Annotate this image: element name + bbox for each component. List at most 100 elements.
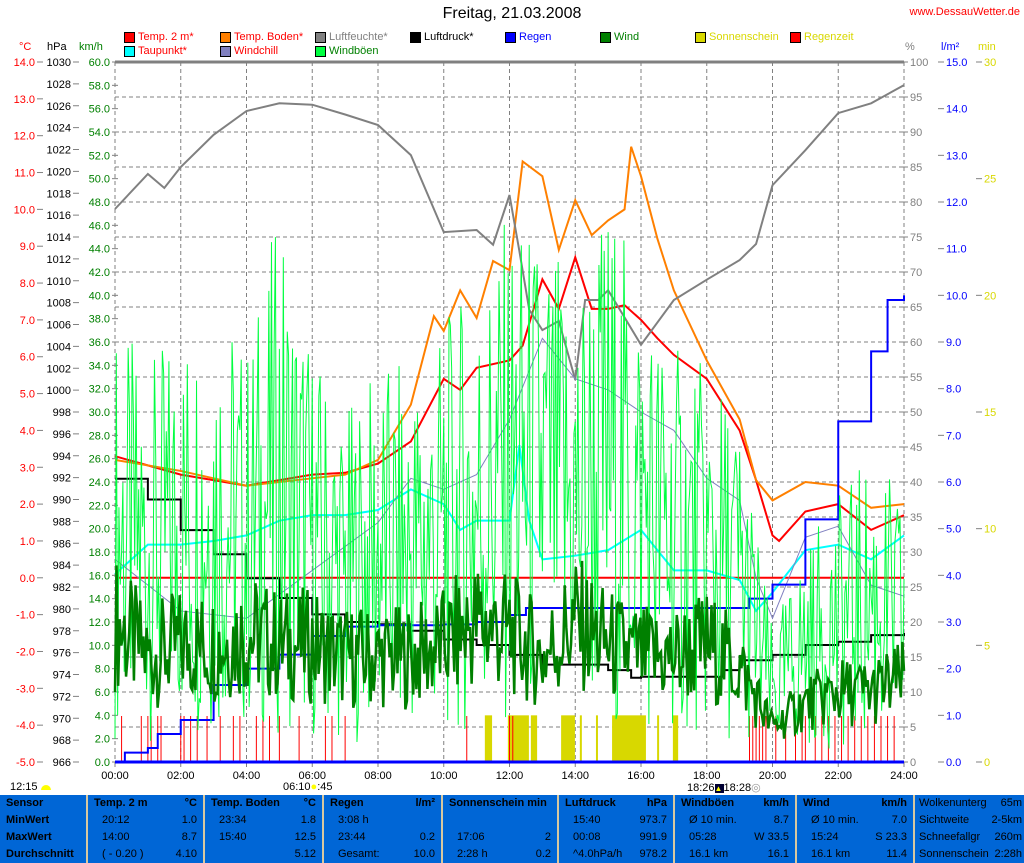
sunset-label: 18:26 — [687, 782, 715, 794]
temp-axis-label: 14.0 — [14, 57, 35, 69]
hum-axis-label: 0 — [910, 757, 916, 769]
temp-axis-label: 9.0 — [20, 241, 35, 253]
legend-item: Taupunkt* — [124, 45, 187, 57]
row-label: MaxWert — [0, 829, 86, 846]
chart-title: Freitag, 21.03.2008 — [442, 5, 582, 22]
legend-label: Temp. 2 m* — [138, 31, 194, 43]
series-line-wind — [113, 560, 906, 739]
column-header: Regen l/m² — [324, 795, 441, 812]
twilight-label: 18:28 — [723, 782, 752, 794]
rain-axis-label: 12.0 — [946, 197, 967, 209]
legend-swatch — [220, 45, 231, 57]
site-link[interactable]: www.DessauWetter.de — [909, 6, 1020, 18]
press-axis-label: 992 — [53, 473, 71, 485]
wind-axis-label: 20.0 — [89, 524, 110, 536]
press-axis-label: 978 — [53, 626, 71, 638]
wind-axis-label: 44.0 — [89, 244, 110, 256]
sun-axis-unit: min — [978, 41, 996, 53]
extra-value: 2-5km — [991, 814, 1022, 826]
table-row: 2:28 h 0.2 — [443, 846, 557, 863]
rain-axis-label: 8.0 — [946, 384, 961, 396]
press-axis-label: 1020 — [47, 166, 71, 178]
wind-axis-label: 58.0 — [89, 80, 110, 92]
cell-time: Gesamt: — [338, 848, 380, 860]
table-row: 15:24 S 23.3 — [797, 829, 913, 846]
wind-axis-label: 52.0 — [89, 150, 110, 162]
table-row: 5.12 — [205, 846, 322, 863]
wind-axis-label: 28.0 — [89, 430, 110, 442]
sun-axis-label: 25 — [984, 174, 996, 186]
cell-value: 8.7 — [773, 814, 789, 826]
press-axis-label: 1004 — [47, 341, 71, 353]
hum-axis-label: 70 — [910, 267, 922, 279]
wind-axis-label: 10.0 — [89, 640, 110, 652]
hum-axis-label: 40 — [910, 477, 922, 489]
sunrise-label-2: :45 — [317, 781, 333, 793]
press-axis-label: 982 — [53, 582, 71, 594]
hum-axis-label: 75 — [910, 232, 922, 244]
cell-time: 17:06 — [457, 831, 485, 843]
press-axis-label: 1000 — [47, 385, 71, 397]
x-tick-label: 20:00 — [759, 770, 787, 782]
cell-value: 8.7 — [181, 831, 197, 843]
press-axis-label: 1010 — [47, 276, 71, 288]
table-row: 23:34 1.8 — [205, 812, 322, 829]
sun-axis-label: 30 — [984, 57, 996, 69]
table-row: 17:06 2 — [443, 829, 557, 846]
sun-axis-label: 20 — [984, 290, 996, 302]
press-axis-label: 980 — [53, 604, 71, 616]
legend-label: Luftdruck* — [424, 31, 474, 43]
row-label-text: MaxWert — [6, 831, 52, 843]
wind-axis-label: 18.0 — [89, 547, 110, 559]
wind-axis-label: 60.0 — [89, 57, 110, 69]
temp-axis-label: 1.0 — [20, 536, 35, 548]
press-axis-label: 1008 — [47, 298, 71, 310]
table-row: ^4.0hPa/h 978.2 — [559, 846, 673, 863]
x-tick-label: 10:00 — [430, 770, 458, 782]
legend-label: Regenzeit — [804, 31, 854, 43]
wind-axis-label: 32.0 — [89, 384, 110, 396]
press-axis-label: 986 — [53, 538, 71, 550]
hum-axis-label: 20 — [910, 617, 922, 629]
rain-axis-label: 6.0 — [946, 477, 961, 489]
cell-time: Ø 10 min. — [811, 814, 859, 826]
extra-label: Sonnenschein — [919, 848, 989, 860]
press-axis-label: 988 — [53, 516, 71, 528]
temp-axis-label: 7.0 — [20, 315, 35, 327]
table-row: 15:40 973.7 — [559, 812, 673, 829]
cell-value: 1.8 — [300, 814, 316, 826]
press-axis-label: 998 — [53, 407, 71, 419]
wind-axis-label: 14.0 — [89, 594, 110, 606]
legend-label: Windchill — [234, 45, 279, 57]
legend-item: Temp. 2 m* — [124, 31, 194, 43]
table-row: 16.1 km 16.1 — [675, 846, 795, 863]
table-row: 14:00 8.7 — [88, 829, 203, 846]
hum-axis-label: 55 — [910, 372, 922, 384]
table-column: Regen l/m² 3:08 h 23:44 0.2 Gesamt: 10.0 — [324, 795, 443, 863]
rain-axis-label: 0.0 — [946, 757, 961, 769]
temp-axis-label: 13.0 — [14, 94, 35, 106]
wind-axis-label: 24.0 — [89, 477, 110, 489]
sunshine-bar — [530, 715, 538, 762]
wind-axis-label: 34.0 — [89, 360, 110, 372]
wind-axis-label: 2.0 — [95, 734, 110, 746]
cell-value: 10.0 — [413, 848, 435, 860]
table-row: Gesamt: 10.0 — [324, 846, 441, 863]
extra-value: 2:28h — [994, 848, 1022, 860]
hum-axis-label: 50 — [910, 407, 922, 419]
temp-axis-label: -2.0 — [16, 646, 35, 658]
wind-axis-label: 42.0 — [89, 267, 110, 279]
press-axis-label: 1022 — [47, 145, 71, 157]
wind-axis-label: 22.0 — [89, 500, 110, 512]
column-header: Luftdruck hPa — [559, 795, 673, 812]
temp-axis-label: 5.0 — [20, 389, 35, 401]
cell-time: 2:28 h — [457, 848, 488, 860]
cell-value: 1.0 — [181, 814, 197, 826]
legend-label: Taupunkt* — [138, 45, 187, 57]
sunshine-bar — [579, 715, 582, 762]
temp-axis-label: 6.0 — [20, 352, 35, 364]
table-column: Sonnenschein min 17:06 2 2:28 h 0.2 — [443, 795, 559, 863]
cell-time: 15:40 — [219, 831, 247, 843]
wind-axis-label: 54.0 — [89, 127, 110, 139]
